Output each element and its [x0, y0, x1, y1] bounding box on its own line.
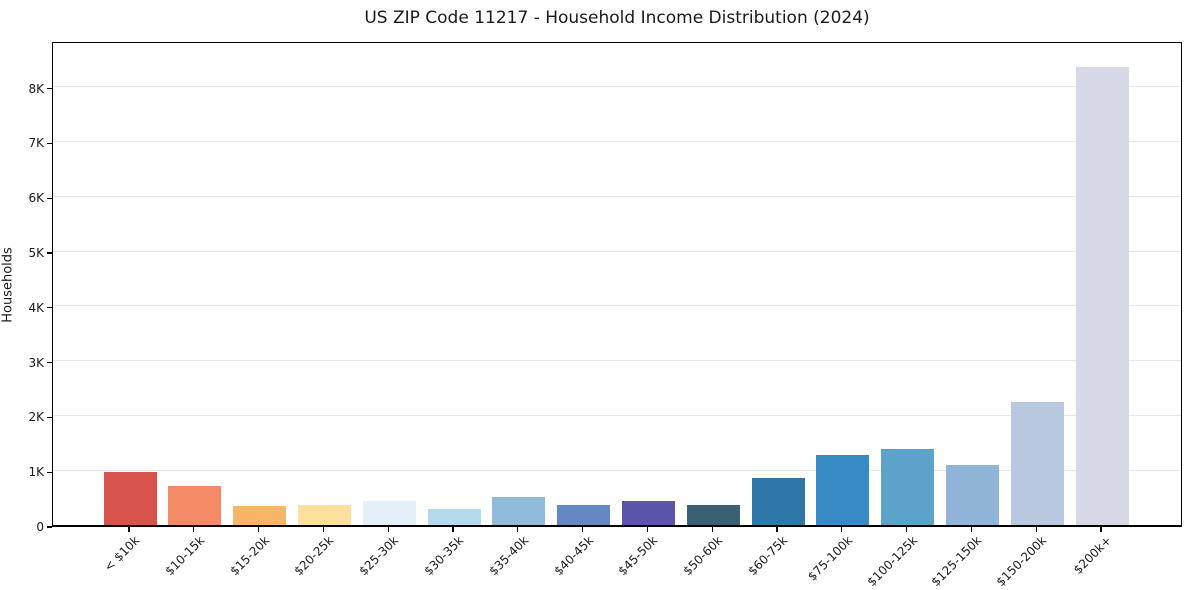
y-tick-label: 7K: [28, 136, 44, 151]
x-tick-mark: [258, 527, 260, 532]
bar-150-200k: [1010, 401, 1064, 525]
gridline: [53, 360, 1181, 362]
bar-45-50k: [621, 500, 675, 525]
gridline: [53, 414, 1181, 416]
x-tick-mark: [582, 527, 584, 532]
y-tick-label: 5K: [28, 245, 44, 260]
y-tick-label: 4K: [28, 300, 44, 315]
x-tick-mark: [841, 527, 843, 532]
x-tick-mark: [776, 527, 778, 532]
x-tick-mark: [387, 527, 389, 532]
bar-200k+: [1075, 67, 1129, 525]
x-tick-mark: [128, 527, 130, 532]
x-tick-mark: [1035, 527, 1037, 532]
x-tick-mark: [646, 527, 648, 532]
x-tick-mark: [906, 527, 908, 532]
y-tick-label: 8K: [28, 81, 44, 96]
bar-20-25k: [297, 504, 351, 525]
bar-100-125k: [881, 448, 935, 525]
chart-title: US ZIP Code 11217 - Household Income Dis…: [364, 8, 870, 28]
gridline: [53, 469, 1181, 471]
x-tick-mark: [193, 527, 195, 532]
bar-75-100k: [816, 454, 870, 525]
plot-area: [52, 42, 1182, 527]
y-tick-label: 6K: [28, 191, 44, 206]
gridline: [53, 86, 1181, 88]
bar-125-150k: [945, 465, 999, 525]
y-tick-mark: [47, 197, 52, 199]
bar-60-75k: [751, 478, 805, 525]
x-tick-mark: [1100, 527, 1102, 532]
x-tick-mark: [322, 527, 324, 532]
y-tick-mark: [47, 307, 52, 309]
x-tick-mark: [970, 527, 972, 532]
gridline: [53, 305, 1181, 307]
bar-40-45k: [557, 504, 611, 525]
bar-10k: [103, 472, 157, 525]
bar-50-60k: [686, 504, 740, 525]
gridline: [53, 250, 1181, 252]
x-tick-mark: [711, 527, 713, 532]
x-tick-mark: [452, 527, 454, 532]
x-tick-mark: [517, 527, 519, 532]
bar-35-40k: [492, 496, 546, 525]
y-tick-mark: [47, 142, 52, 144]
bar-25-30k: [362, 500, 416, 525]
y-tick-mark: [47, 416, 52, 418]
y-tick-mark: [47, 526, 52, 528]
bar-10-15k: [168, 485, 222, 525]
y-tick-label: 3K: [28, 355, 44, 370]
y-tick-label: 2K: [28, 410, 44, 425]
y-tick-label: 0: [36, 520, 44, 534]
y-tick-mark: [47, 361, 52, 364]
gridline: [53, 140, 1181, 142]
bar-30-35k: [427, 508, 481, 525]
y-tick-label: 1K: [28, 465, 44, 480]
y-tick-mark: [47, 252, 52, 254]
gridline: [53, 195, 1181, 197]
y-tick-mark: [47, 471, 52, 473]
bar-15-20k: [233, 505, 287, 525]
x-tick-label: < $10k: [101, 533, 143, 575]
y-tick-mark: [47, 87, 52, 90]
